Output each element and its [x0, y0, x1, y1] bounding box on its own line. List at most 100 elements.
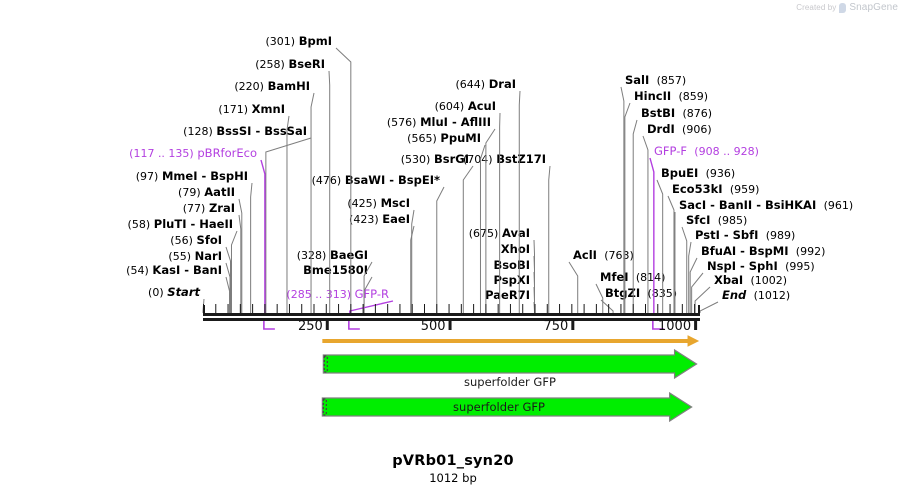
- leader-line-drdi: [642, 135, 649, 313]
- enzyme-label-bsobi[interactable]: BsoBI: [493, 259, 530, 271]
- leader-line-btgzi: [600, 299, 614, 313]
- enzyme-label-drai[interactable]: (644) DraI: [455, 78, 516, 91]
- enzyme-name: XhoI: [500, 242, 530, 256]
- leader-line-bsrgi: [462, 165, 474, 313]
- enzyme-label-bamhi[interactable]: (220) BamHI: [234, 80, 310, 93]
- enzyme-position: (1002): [750, 274, 788, 287]
- enzyme-position: (0): [148, 286, 164, 299]
- leader-line-hincii: [624, 102, 631, 313]
- enzyme-name: BssSI - BssSaI: [216, 124, 307, 138]
- enzyme-label-mfei[interactable]: MfeI (814): [600, 271, 665, 284]
- enzyme-label-xmni[interactable]: (171) XmnI: [218, 103, 285, 116]
- leader-line-bstz17i: [548, 165, 551, 313]
- snapgene-logo-icon: [839, 2, 847, 13]
- enzyme-label-hincii[interactable]: HincII (859): [634, 90, 708, 103]
- primer-bracket-gfpr: [348, 321, 360, 330]
- enzyme-label-bpmi[interactable]: (301) BpmI: [265, 35, 332, 48]
- enzyme-label-acli[interactable]: AclI (763): [573, 249, 634, 262]
- enzyme-label-saci[interactable]: SacI - BanII - BsiHKAI (961): [679, 199, 853, 212]
- enzyme-label-sali[interactable]: SalI (857): [625, 74, 686, 87]
- enzyme-position: (906): [682, 123, 712, 136]
- enzyme-label-mlui[interactable]: (576) MluI - AflIII: [387, 116, 491, 129]
- enzyme-label-bsssi[interactable]: (128) BssSI - BssSaI: [183, 125, 307, 138]
- enzyme-label-psti[interactable]: PstI - SbfI (989): [695, 229, 795, 242]
- plasmid-backbone-top: [203, 313, 700, 316]
- enzyme-label-aatii[interactable]: (79) AatII: [178, 186, 235, 199]
- feature-arrow-sfgfp-upper[interactable]: [322, 348, 698, 380]
- enzyme-label-bstz17i[interactable]: (704) BstZ17I: [463, 153, 546, 166]
- enzyme-label-mmei[interactable]: (97) MmeI - BspHI: [136, 170, 248, 183]
- feature-line-sfgfp-promoter-line[interactable]: [322, 339, 691, 343]
- ruler-minor-tick: [595, 304, 597, 313]
- enzyme-label-baegi[interactable]: (328) BaeGI: [297, 249, 368, 262]
- feature-arrowhead-sfgfp-promoter-line[interactable]: [687, 335, 700, 347]
- ruler-label-250: 250: [298, 319, 323, 334]
- enzyme-name: ZraI: [208, 201, 235, 215]
- enzyme-label-msci[interactable]: (425) MscI: [347, 197, 410, 210]
- leader-line-gfpr: [349, 300, 394, 313]
- enzyme-position: (565): [407, 132, 437, 145]
- ruler-minor-tick: [522, 304, 524, 313]
- watermark-prefix: Created by: [796, 3, 837, 12]
- leader-line-eaei: [410, 225, 415, 313]
- enzyme-label-drdi[interactable]: DrdI (906): [647, 123, 712, 136]
- leader-line-gfpf: [649, 157, 655, 313]
- enzyme-label-bme1580i[interactable]: Bme1580I: [303, 264, 368, 276]
- enzyme-label-sfoi[interactable]: (56) SfoI: [170, 234, 222, 247]
- enzyme-name: BsrGI: [434, 152, 469, 166]
- ruler-minor-tick: [374, 304, 376, 313]
- enzyme-label-eaei[interactable]: (423) EaeI: [349, 213, 410, 226]
- enzyme-label-xhoi[interactable]: XhoI: [501, 243, 530, 255]
- leader-line-psti: [688, 241, 692, 313]
- ruler-minor-tick: [411, 304, 413, 313]
- enzyme-label-avai[interactable]: (675) AvaI: [469, 227, 530, 240]
- ruler-minor-tick: [644, 304, 646, 313]
- enzyme-position: (285 .. 313): [286, 288, 351, 301]
- enzyme-label-bpuei[interactable]: BpuEI (936): [661, 167, 735, 180]
- enzyme-label-bfuai[interactable]: BfuAI - BspMI (992): [701, 245, 825, 258]
- enzyme-label-ppumi[interactable]: (565) PpuMI: [407, 132, 481, 145]
- ruler-minor-tick: [423, 304, 425, 313]
- enzyme-position: (97): [135, 170, 159, 183]
- enzyme-label-bsrgi[interactable]: (530) BsrGI: [401, 153, 469, 166]
- enzyme-position: (995): [785, 260, 815, 273]
- enzyme-label-bsawi[interactable]: (476) BsaWI - BspEI*: [312, 174, 440, 187]
- plasmid-length: 1012 bp: [429, 471, 477, 485]
- enzyme-label-nspi[interactable]: NspI - SphI (995): [707, 260, 815, 273]
- enzyme-name: NarI: [194, 249, 222, 263]
- enzyme-label-start[interactable]: (0) Start: [148, 286, 200, 299]
- enzyme-label-xbai[interactable]: XbaI (1002): [714, 274, 787, 287]
- enzyme-position: (54): [126, 264, 149, 277]
- leader-line-bsssi: [265, 137, 312, 313]
- enzyme-label-pluti[interactable]: (58) PluTI - HaeII: [128, 218, 233, 231]
- enzyme-label-bseri[interactable]: (258) BseRI: [255, 58, 325, 71]
- enzyme-label-acui[interactable]: (604) AcuI: [435, 100, 496, 113]
- enzyme-label-gfpf[interactable]: GFP-F (908 .. 928): [654, 145, 759, 158]
- enzyme-position: (55): [168, 250, 191, 263]
- enzyme-name: PstI - SbfI: [695, 228, 759, 242]
- leader-line-xmni: [286, 115, 290, 313]
- leader-line-kasi: [225, 276, 231, 313]
- enzyme-label-kasi[interactable]: (54) KasI - BanI: [126, 264, 222, 277]
- enzyme-label-pbrforeco[interactable]: (117 .. 135) pBRforEco: [129, 147, 257, 160]
- enzyme-name: pBRforEco: [197, 146, 257, 160]
- enzyme-position: (704): [463, 153, 493, 166]
- ruler-minor-tick: [559, 304, 561, 313]
- ruler-minor-tick: [473, 304, 475, 313]
- leader-line-bseri: [328, 70, 331, 313]
- enzyme-label-gfpr[interactable]: (285 .. 313) GFP-R: [286, 288, 389, 301]
- enzyme-label-pspxi[interactable]: PspXI: [494, 274, 530, 286]
- ruler-minor-tick: [608, 304, 610, 313]
- enzyme-label-bstbi[interactable]: BstBI (876): [641, 107, 712, 120]
- enzyme-label-sfci[interactable]: SfcI (985): [686, 214, 747, 227]
- enzyme-label-eco53ki[interactable]: Eco53kI (959): [672, 183, 759, 196]
- enzyme-label-end[interactable]: End (1012): [722, 289, 790, 302]
- enzyme-position: (576): [386, 116, 417, 129]
- enzyme-position: (675): [468, 227, 499, 240]
- ruler-label-500: 500: [421, 319, 446, 334]
- feature-arrow-sfgfp-lower[interactable]: [321, 391, 693, 423]
- leader-line-nspi: [691, 272, 704, 313]
- enzyme-label-zrai[interactable]: (77) ZraI: [183, 202, 235, 215]
- enzyme-label-nari[interactable]: (55) NarI: [168, 250, 222, 263]
